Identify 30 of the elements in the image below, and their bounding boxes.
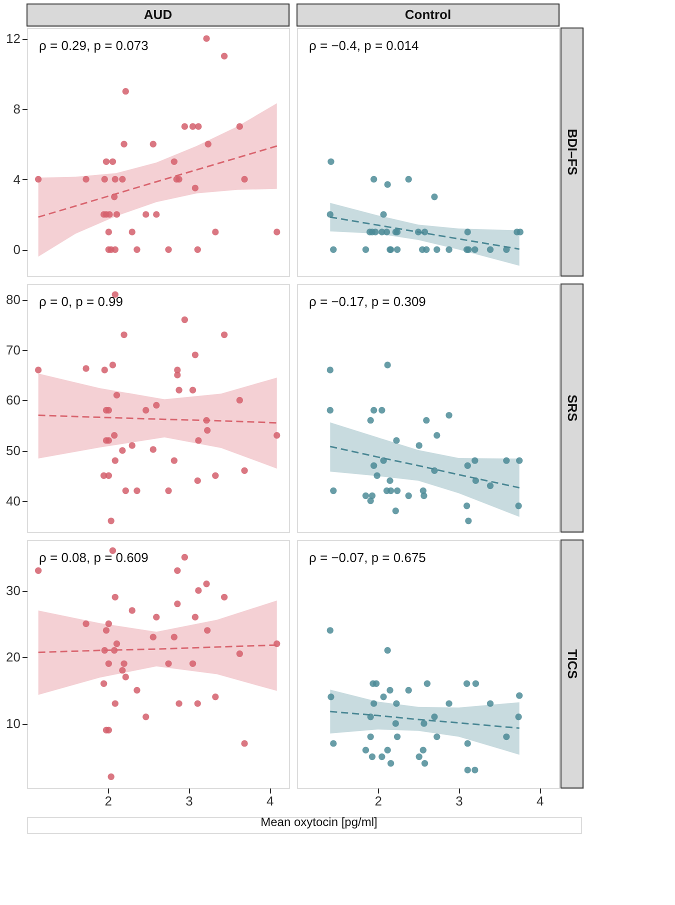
y-tick-label: 10 <box>6 716 20 732</box>
annotation: ρ = 0, p = 0.99 <box>39 294 124 309</box>
y-tick-label: 80 <box>6 292 20 308</box>
annotation: ρ = −0.4, p = 0.014 <box>309 38 419 53</box>
y-tick-label: 70 <box>6 342 20 358</box>
annotation: ρ = 0.29, p = 0.073 <box>39 38 148 53</box>
annotation: ρ = −0.07, p = 0.675 <box>309 550 426 565</box>
y2-axis-title: BDI–FS <box>565 128 580 176</box>
x-tick-label: 3 <box>186 794 193 808</box>
y-tick-label: 8 <box>13 101 20 116</box>
y2-axis-title: TICS <box>565 649 580 680</box>
x-axis-title: Mean oxytocin [pg/ml] <box>260 815 378 829</box>
y2-axis-title: SRS <box>565 394 580 422</box>
y-tick-label: 0 <box>13 242 20 258</box>
x-tick-label: 4 <box>266 794 274 808</box>
annotation: ρ = 0.08, p = 0.609 <box>39 550 148 565</box>
y-tick-label: 20 <box>6 650 20 665</box>
chart-title: AUD <box>144 7 172 22</box>
chart-title: Control <box>404 7 452 22</box>
x-tick-label: 2 <box>104 794 112 808</box>
y-tick-label: 4 <box>13 172 20 187</box>
y-tick-label: 30 <box>6 583 20 598</box>
x-tick-label: 2 <box>374 794 382 808</box>
y-tick-label: 60 <box>6 392 20 408</box>
x-tick-label: 4 <box>536 794 544 808</box>
y-tick-label: 40 <box>6 493 20 508</box>
x-tick-label: 3 <box>456 794 463 808</box>
y-tick-label: 12 <box>6 31 20 46</box>
annotation: ρ = −0.17, p = 0.309 <box>309 294 426 309</box>
y-tick-label: 50 <box>6 443 20 458</box>
